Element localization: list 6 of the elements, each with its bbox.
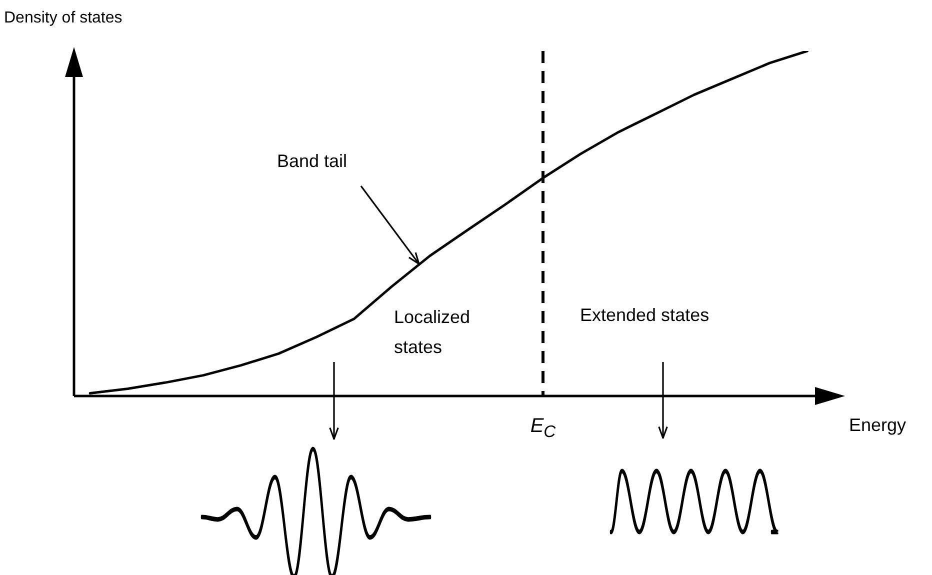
annotation: Extended states <box>580 304 710 325</box>
annotation: Localized states <box>394 306 470 357</box>
x-axis-title: Energy <box>849 414 906 435</box>
text: E$_{C}$ <box>530 415 556 441</box>
annotation: Band tail <box>277 150 348 171</box>
y-axis-title: Density of states <box>4 9 122 26</box>
